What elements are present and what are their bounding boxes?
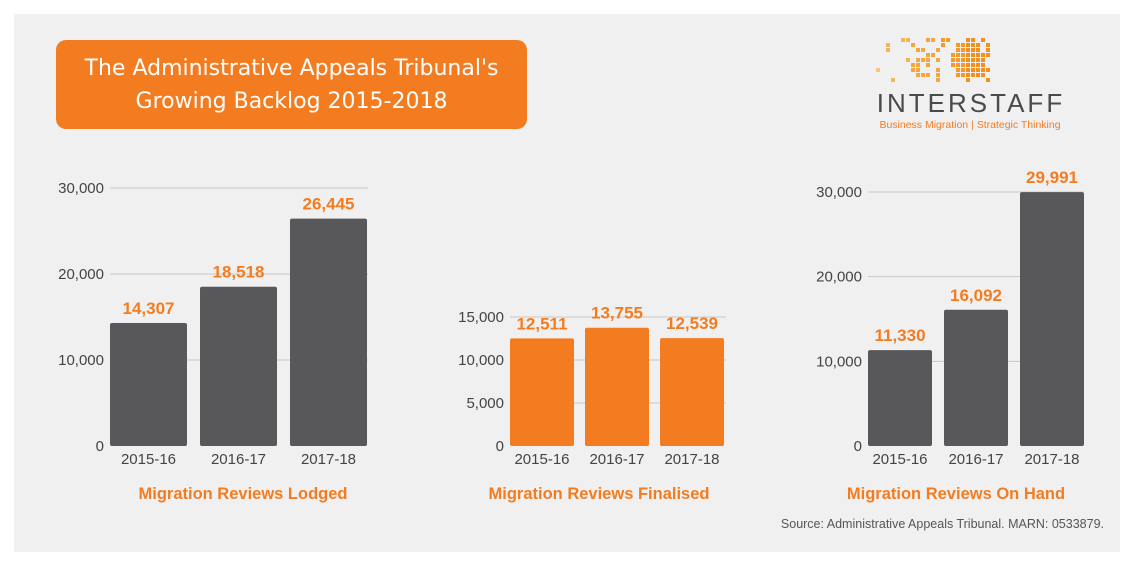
chart3-x-tick-label: 2016-17 (948, 451, 1003, 468)
chart3-value-label: 29,991 (1026, 168, 1078, 187)
chart3-y-tick-label: 30,000 (816, 184, 862, 201)
title-banner: The Administrative Appeals Tribunal's Gr… (56, 40, 527, 129)
chart1-y-tick-label: 20,000 (58, 266, 104, 283)
chart3-value-label: 11,330 (874, 326, 925, 345)
chart1-bar (110, 322, 187, 446)
chart1-title: Migration Reviews Lodged (138, 485, 347, 503)
chart2-x-tick-label: 2017-18 (664, 451, 719, 468)
chart2-bar (510, 338, 574, 446)
logo-name: INTERSTAFF (876, 88, 1066, 118)
chart2-x-tick-label: 2016-17 (589, 451, 644, 468)
chart1-x-tick-label: 2015-16 (121, 451, 176, 468)
logo-tagline: Business Migration | Strategic Thinking (879, 119, 1061, 131)
chart1-value-label: 18,518 (213, 263, 265, 282)
chart2-y-tick-label: 0 (496, 438, 504, 455)
chart3-y-tick-label: 10,000 (816, 353, 862, 370)
chart2-x-tick-label: 2015-16 (514, 451, 569, 468)
chart3-y-tick-label: 20,000 (816, 269, 862, 286)
chart3-bar (944, 309, 1008, 446)
chart3-title: Migration Reviews On Hand (847, 485, 1065, 503)
chart2-value-label: 13,755 (591, 304, 643, 323)
chart2-title: Migration Reviews Finalised (489, 485, 710, 503)
chart2-y-tick-label: 15,000 (458, 309, 504, 326)
chart3-x-tick-label: 2017-18 (1024, 451, 1079, 468)
chart1-y-tick-label: 0 (96, 438, 104, 455)
chart1-bar (200, 286, 277, 446)
chart1-x-tick-label: 2016-17 (211, 451, 266, 468)
chart1-y-tick-label: 10,000 (58, 352, 104, 369)
chart2-y-tick-label: 5,000 (466, 395, 504, 412)
interstaff-logo-icon (876, 38, 990, 82)
chart3-x-tick-label: 2015-16 (872, 451, 927, 468)
title-line-2: Growing Backlog 2015-2018 (135, 88, 448, 114)
chart2-bar (585, 327, 649, 446)
chart1-value-label: 14,307 (123, 299, 175, 318)
chart1-bar (290, 218, 367, 446)
chart1-value-label: 26,445 (303, 195, 355, 214)
chart3-bar (868, 350, 932, 446)
chart2-value-label: 12,539 (666, 314, 718, 333)
source-note: Source: Administrative Appeals Tribunal.… (780, 517, 1104, 531)
chart2-bar (660, 338, 724, 446)
title-line-1: The Administrative Appeals Tribunal's (84, 55, 499, 81)
chart1-y-tick-label: 30,000 (58, 180, 104, 197)
chart3-y-tick-label: 0 (854, 438, 862, 455)
chart3-bar (1020, 192, 1084, 446)
chart2-value-label: 12,511 (516, 314, 567, 333)
chart2-y-tick-label: 10,000 (458, 352, 504, 369)
chart3-value-label: 16,092 (950, 286, 1002, 305)
chart1-x-tick-label: 2017-18 (301, 451, 356, 468)
